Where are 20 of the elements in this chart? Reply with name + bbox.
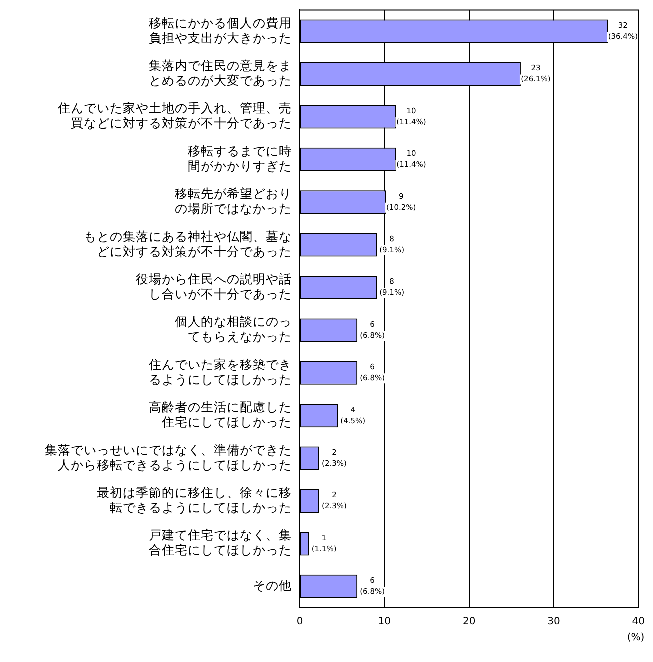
x-tick-label: 10 — [378, 616, 392, 628]
y-tick-label: 集落でいっせいにではなく、準備ができた人から移転できるようにしてほしかった — [45, 442, 292, 472]
y-tick-label: 移転にかかる個人の費用負担や支出が大きかった — [149, 15, 292, 46]
y-tick-label: 移転するまでに時間がかかりすぎた — [188, 143, 292, 174]
y-tick-label: その他 — [253, 578, 292, 593]
x-axis-title: (%) — [627, 632, 645, 644]
x-tick-label: 40 — [632, 616, 646, 628]
y-tick-label: 住んでいた家や土地の手入れ、管理、売買などに対する対策が不十分であった — [57, 100, 292, 131]
y-tick-label: 役場から住民への説明や話し合いが不十分であった — [136, 272, 292, 302]
y-tick-label: 最初は季節的に移住し、徐々に移転できるようにしてほしかった — [97, 485, 292, 515]
x-tick-label: 0 — [296, 616, 304, 628]
y-tick-label: 高齢者の生活に配慮した住宅にしてほしかった — [149, 400, 292, 430]
x-tick-label: 30 — [548, 616, 560, 628]
y-tick-label: 戸建て住宅ではなく、集合住宅にしてほしかった — [149, 528, 292, 558]
y-tick-label: もとの集落にある神社や仏閣、墓などに対する対策が不十分であった — [84, 228, 292, 259]
y-tick-label: 集落内で住民の意見をまとめるのが大変であった — [149, 58, 292, 88]
y-tick-label: 移転先が希望どおりの場所ではなかった — [175, 186, 292, 216]
y-tick-label: 住んでいた家を移築できるようにしてほしかった — [148, 356, 292, 387]
x-tick-label: 20 — [462, 616, 476, 628]
y-tick-label: 個人的な相談にのってもらえなかった — [175, 314, 292, 344]
